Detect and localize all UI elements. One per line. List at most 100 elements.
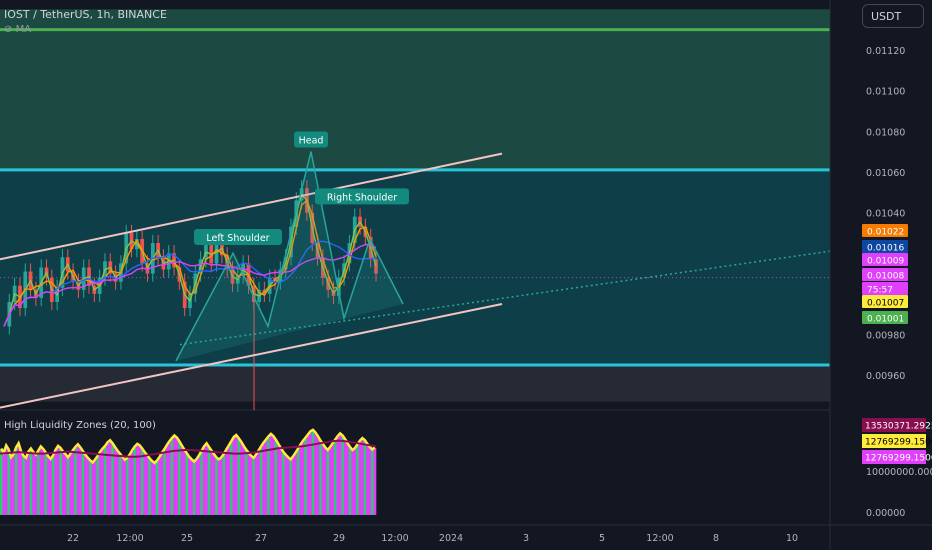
liquidity-bar	[242, 446, 246, 515]
eye-off-icon[interactable]: ⊘	[4, 24, 16, 35]
liquidity-bar	[91, 463, 95, 515]
price-zones	[0, 9, 932, 520]
liquidity-bar	[237, 439, 241, 515]
liquidity-bar	[252, 458, 256, 515]
neckline-extension	[179, 246, 859, 346]
liquidity-bar	[338, 434, 342, 515]
liquidity-bar	[76, 445, 80, 515]
liquidity-bar	[138, 446, 142, 515]
countdown-label: 75:57	[867, 286, 893, 296]
liquidity-bar	[47, 457, 50, 515]
moving-average-line	[3, 192, 377, 327]
pattern-label: Head	[299, 135, 324, 146]
liquidity-bar	[259, 447, 263, 515]
liquidity-bar	[286, 458, 290, 515]
liquidity-bar	[363, 441, 367, 515]
liquidity-bar	[148, 459, 152, 515]
liquidity-bar	[336, 437, 340, 515]
indicator-title: High Liquidity Zones (20, 100)	[4, 420, 156, 431]
liquidity-bar	[296, 449, 300, 515]
liquidity-bar	[200, 451, 204, 515]
liquidity-bar	[0, 449, 3, 515]
price-label-box	[862, 253, 908, 266]
indicator-value-label: 12769299.15000	[865, 438, 932, 448]
liquidity-bar	[34, 455, 38, 515]
indicator-tick-label: 0.00000	[866, 508, 905, 519]
liquidity-bar	[207, 447, 211, 515]
liquidity-bar	[81, 452, 85, 515]
liquidity-bar	[257, 451, 261, 515]
liquidity-indicator	[0, 428, 377, 515]
liquidity-bar	[56, 446, 60, 515]
liquidity-bar	[306, 435, 310, 515]
liquidity-bar	[188, 457, 191, 515]
liquidity-bar	[175, 438, 179, 515]
liquidity-bar	[314, 433, 317, 515]
liquidity-bar	[39, 447, 43, 515]
y-tick-label: 0.01080	[866, 127, 905, 138]
liquidity-bar	[212, 455, 216, 515]
liquidity-bar	[42, 450, 45, 515]
liquidity-bar	[304, 438, 308, 515]
liquidity-bar	[54, 450, 58, 515]
liquidity-bar	[165, 445, 169, 515]
liquidity-bar	[160, 453, 164, 515]
liquidity-bar	[230, 442, 233, 515]
liquidity-bar	[277, 444, 280, 515]
liquidity-bar	[180, 446, 184, 515]
liquidity-bar	[111, 444, 115, 515]
liquidity-bar	[326, 451, 330, 515]
liquidity-bar	[150, 461, 154, 515]
currency-button[interactable]: USDT	[862, 4, 924, 28]
channel-upper	[0, 152, 503, 261]
liquidity-bar	[17, 444, 21, 515]
liquidity-bar	[158, 457, 162, 515]
pattern-label: Right Shoulder	[327, 192, 397, 203]
liquidity-bar	[331, 444, 335, 515]
liquidity-bar	[343, 440, 347, 515]
y-tick-label: 0.00980	[866, 331, 905, 342]
liquidity-average-line	[0, 439, 377, 458]
liquidity-bar	[217, 460, 221, 515]
price-label: 0.01007	[867, 299, 904, 309]
liquidity-bar	[86, 458, 90, 515]
liquidity-bar	[103, 446, 107, 515]
liquidity-bar	[84, 455, 87, 515]
liquidity-bar	[289, 460, 293, 515]
liquidity-bar	[153, 464, 157, 515]
liquidity-bar	[361, 439, 364, 515]
liquidity-bar	[235, 435, 238, 515]
x-tick-label: 25	[181, 533, 193, 544]
liquidity-bar	[291, 457, 295, 515]
channel-lower	[0, 303, 503, 409]
y-tick-label: 0.00960	[866, 371, 905, 382]
liquidity-bar	[22, 456, 26, 515]
liquidity-bar	[24, 458, 28, 515]
price-label: 0.01009	[867, 257, 904, 267]
moving-averages	[3, 192, 377, 327]
x-tick-label: 22	[67, 533, 79, 544]
symbol-title: IOST / TetherUS, 1h, BINANCE	[4, 8, 167, 21]
liquidity-bar	[351, 451, 355, 515]
liquidity-bar	[282, 452, 285, 515]
liquidity-bar	[346, 444, 350, 515]
liquidity-bar	[227, 446, 231, 515]
liquidity-bar	[348, 447, 352, 515]
price-label-box	[862, 268, 908, 281]
indicator-value-label: 12769299.15000	[865, 454, 932, 464]
liquidity-bar	[74, 447, 77, 515]
liquidity-bar	[19, 452, 23, 515]
pattern-label-box	[294, 131, 328, 148]
liquidity-bar	[178, 442, 181, 515]
liquidity-bar	[264, 440, 268, 515]
liquidity-bar	[118, 454, 122, 515]
liquidity-bar	[94, 460, 97, 515]
price-label-box	[862, 311, 908, 324]
y-tick-label: 0.01040	[866, 209, 905, 220]
liquidity-bar	[71, 451, 75, 515]
liquidity-bar	[155, 461, 159, 515]
liquidity-bar	[12, 455, 16, 515]
x-tick-label: 5	[599, 533, 605, 544]
liquidity-bar	[222, 454, 226, 515]
